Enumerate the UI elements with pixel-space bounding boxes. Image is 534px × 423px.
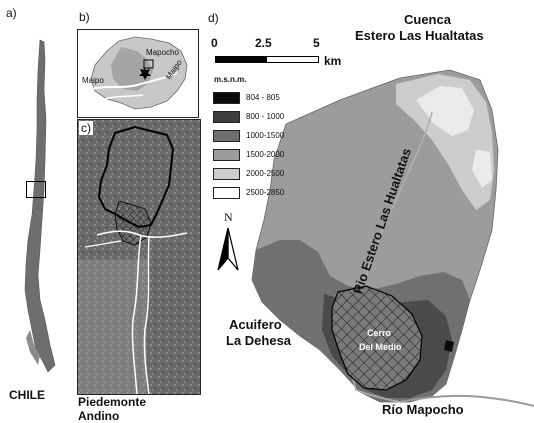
legend-swatch	[213, 91, 240, 104]
andino-label: Andino	[78, 409, 120, 423]
legend-item: 2000-2500	[213, 167, 284, 180]
legend-label: 1000-1500	[246, 131, 285, 140]
santiago-region-map	[90, 36, 188, 110]
cuenca-title: Cuenca	[404, 12, 451, 27]
scale-tick-2-5: 2.5	[255, 36, 272, 50]
legend-swatch	[213, 148, 240, 161]
satellite-image	[77, 119, 201, 395]
maipo-label-left: Maipo	[82, 76, 104, 85]
panel-c-label: c)	[79, 121, 93, 135]
legend-swatch	[213, 129, 240, 142]
mapocho-river-label: Río Mapocho	[382, 402, 464, 417]
aquifer-label-line2: La Dehesa	[226, 333, 292, 348]
chile-map	[24, 39, 56, 373]
hill-label-line2: Del Medio	[359, 342, 402, 352]
north-arrow-icon	[217, 227, 239, 271]
legend-item: 1000-1500	[213, 129, 284, 142]
scale-unit: km	[324, 54, 342, 68]
panel-a-label: a)	[6, 6, 17, 20]
legend-swatch	[213, 167, 240, 180]
legend-label: 804 - 805	[246, 93, 280, 102]
legend-item: 800 - 1000	[213, 110, 284, 123]
legend-item: 2500-2850	[213, 186, 284, 199]
scale-tick-0: 0	[211, 36, 218, 50]
legend-item: 804 - 805	[213, 91, 280, 104]
legend-label: 2500-2850	[246, 188, 285, 197]
chile-locator-box	[26, 181, 46, 198]
cuenca-subtitle: Estero Las Hualtatas	[355, 28, 484, 43]
legend-title: m.s.n.m.	[214, 75, 247, 84]
scale-tick-5: 5	[313, 36, 320, 50]
legend-swatch	[213, 110, 240, 123]
chile-label: CHILE	[9, 388, 45, 402]
legend-swatch	[213, 186, 240, 199]
legend-item: 1500-2000	[213, 148, 284, 161]
panel-b-label: b)	[79, 10, 90, 24]
legend-label: 2000-2500	[246, 169, 285, 178]
elevation-map	[251, 69, 534, 407]
panel-c-frame	[77, 119, 201, 395]
legend-label: 1500-2000	[246, 150, 285, 159]
hill-label-line1: Cerro	[367, 328, 392, 338]
mapocho-label-inset: Mapocho	[146, 48, 179, 57]
panel-d-label: d)	[208, 11, 219, 25]
legend-label: 800 - 1000	[246, 112, 285, 121]
north-label: N	[224, 210, 233, 224]
aquifer-label-line1: Acuifero	[229, 317, 282, 332]
piedemonte-label: Piedemonte	[78, 395, 147, 409]
scale-bar	[215, 56, 319, 63]
